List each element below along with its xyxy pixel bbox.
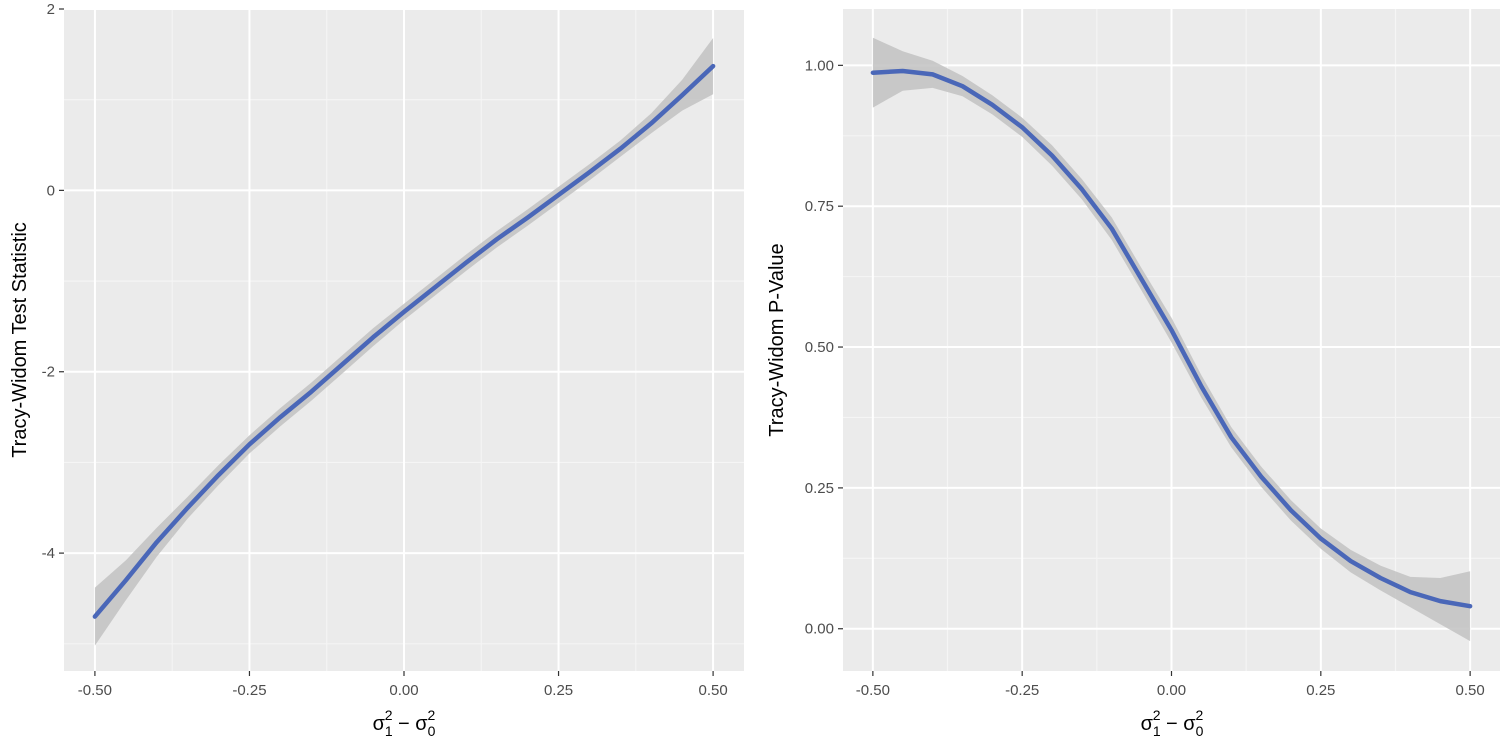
test-statistic-x-tick-label: 0.00 xyxy=(389,682,418,699)
p-value-x-tick-label: -0.50 xyxy=(856,682,890,699)
test-statistic-axis-ticks xyxy=(59,8,714,676)
test-statistic-confidence-band xyxy=(94,38,714,646)
p-value-gridlines xyxy=(843,9,1500,671)
test-statistic-y-tick-label: 2 xyxy=(47,1,55,18)
test-statistic-gridlines xyxy=(64,8,744,671)
p-value-x-tick-labels: -0.50 -0.25 0.00 0.25 0.50 xyxy=(856,682,1485,699)
p-value-y-tick-label: 0.75 xyxy=(805,198,834,215)
p-value-y-tick-label: 0.00 xyxy=(805,621,834,638)
p-value-axis-ticks xyxy=(838,64,1471,676)
p-value-x-tick-label: 0.50 xyxy=(1456,682,1485,699)
p-value-y-tick-label: 0.50 xyxy=(805,339,834,356)
test-statistic-x-tick-label: -0.50 xyxy=(78,682,112,699)
test-statistic-panel: -0.50 -0.25 0.00 0.25 0.50 -4 -2 0 2 Tracy-Wido… xyxy=(9,1,744,739)
test-statistic-x-tick-label: -0.25 xyxy=(232,682,266,699)
p-value-y-tick-labels: 0.00 0.25 0.50 0.75 1.00 xyxy=(805,57,834,637)
p-value-x-tick-label: 0.25 xyxy=(1306,682,1335,699)
p-value-confidence-band xyxy=(872,37,1471,642)
test-statistic-x-axis-title: σ12 − σ02 xyxy=(373,707,436,739)
test-statistic-smooth-line xyxy=(92,63,716,619)
p-value-panel: -0.50 -0.25 0.00 0.25 0.50 0.00 0.25 0.50 0.75 1… xyxy=(766,9,1500,739)
test-statistic-x-tick-label: 0.25 xyxy=(544,682,573,699)
p-value-y-axis-title: Tracy-Widom P-Value xyxy=(766,243,788,436)
p-value-x-axis-title: σ12 − σ02 xyxy=(1141,707,1204,739)
test-statistic-x-tick-labels: -0.50 -0.25 0.00 0.25 0.50 xyxy=(78,682,728,699)
test-statistic-x-tick-label: 0.50 xyxy=(698,682,727,699)
p-value-smooth-line xyxy=(870,68,1473,609)
test-statistic-y-tick-label: -4 xyxy=(42,545,55,562)
p-value-x-tick-label: 0.00 xyxy=(1157,682,1186,699)
p-value-x-tick-label: -0.25 xyxy=(1005,682,1039,699)
test-statistic-y-axis-title: Tracy-Widom Test Statistic xyxy=(9,222,31,458)
test-statistic-y-tick-label: 0 xyxy=(47,182,55,199)
p-value-y-tick-label: 0.25 xyxy=(805,480,834,497)
test-statistic-y-tick-label: -2 xyxy=(42,364,55,381)
p-value-y-tick-label: 1.00 xyxy=(805,57,834,74)
test-statistic-y-tick-labels: -4 -2 0 2 xyxy=(42,1,55,562)
